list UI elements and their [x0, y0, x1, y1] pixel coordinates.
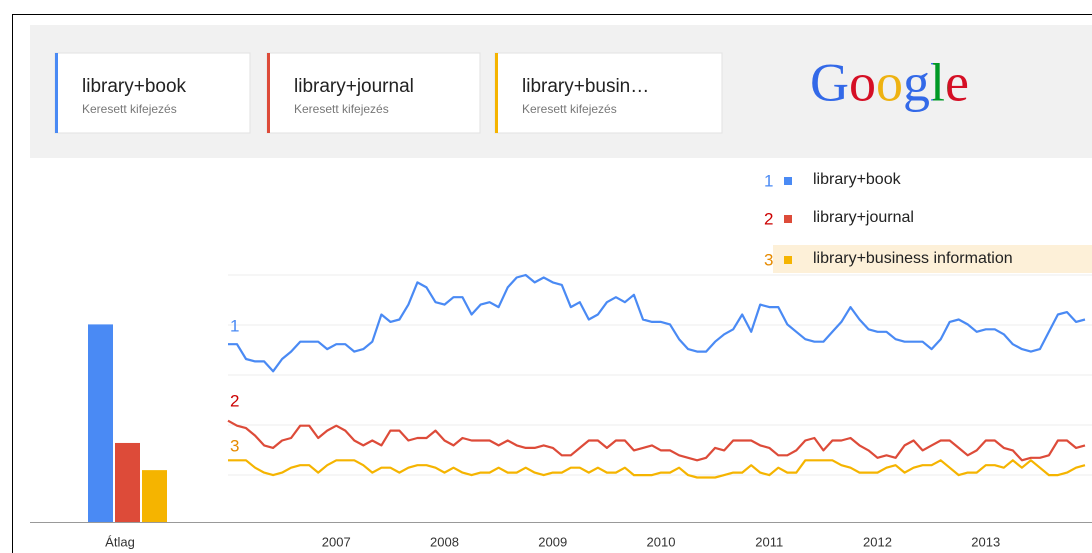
legend-label[interactable]: library+book — [813, 171, 902, 188]
x-tick-label: 2012 — [863, 534, 892, 549]
trend-line — [228, 273, 1086, 373]
term-color — [55, 53, 58, 133]
x-tick-label: 2013 — [971, 534, 1000, 549]
legend-label[interactable]: library+journal — [813, 209, 914, 226]
term-note: Keresett kifejezés — [294, 102, 389, 116]
x-tick-label: 2010 — [647, 534, 676, 549]
x-tick-label: 2011 — [755, 534, 783, 549]
legend-highlight — [773, 245, 1092, 273]
average-bar — [142, 470, 167, 522]
x-tick-label: 2008 — [430, 534, 459, 549]
line-label: 2 — [230, 391, 239, 410]
term-note: Keresett kifejezés — [82, 102, 177, 116]
logo: Google — [810, 52, 969, 112]
line-label: 3 — [230, 436, 239, 455]
trend-line — [228, 459, 1086, 479]
legend-number[interactable]: 3 — [764, 250, 773, 269]
frame — [12, 14, 1092, 553]
average-bar — [115, 442, 140, 522]
legend-label[interactable]: library+business information — [813, 250, 1013, 267]
legend-number[interactable]: 1 — [764, 171, 773, 190]
term-label: library+book — [82, 76, 187, 97]
legend-swatch[interactable] — [784, 256, 792, 264]
legend-swatch[interactable] — [784, 215, 792, 223]
trend-line — [227, 419, 1086, 462]
x-tick-label: 2007 — [322, 534, 351, 549]
term-label: library+busin… — [522, 76, 649, 97]
average-label: Átlag — [105, 534, 135, 549]
legend-swatch[interactable] — [784, 177, 792, 185]
term-label: library+journal — [294, 76, 414, 97]
term-tab[interactable] — [54, 52, 251, 134]
line-label: 1 — [230, 316, 239, 335]
term-note: Keresett kifejezés — [522, 102, 617, 116]
term-color — [267, 53, 270, 133]
x-tick-label: 2009 — [538, 534, 567, 549]
legend-number[interactable]: 2 — [764, 209, 773, 228]
average-bar — [88, 324, 113, 522]
term-color — [495, 53, 498, 133]
term-tab[interactable] — [266, 52, 481, 134]
